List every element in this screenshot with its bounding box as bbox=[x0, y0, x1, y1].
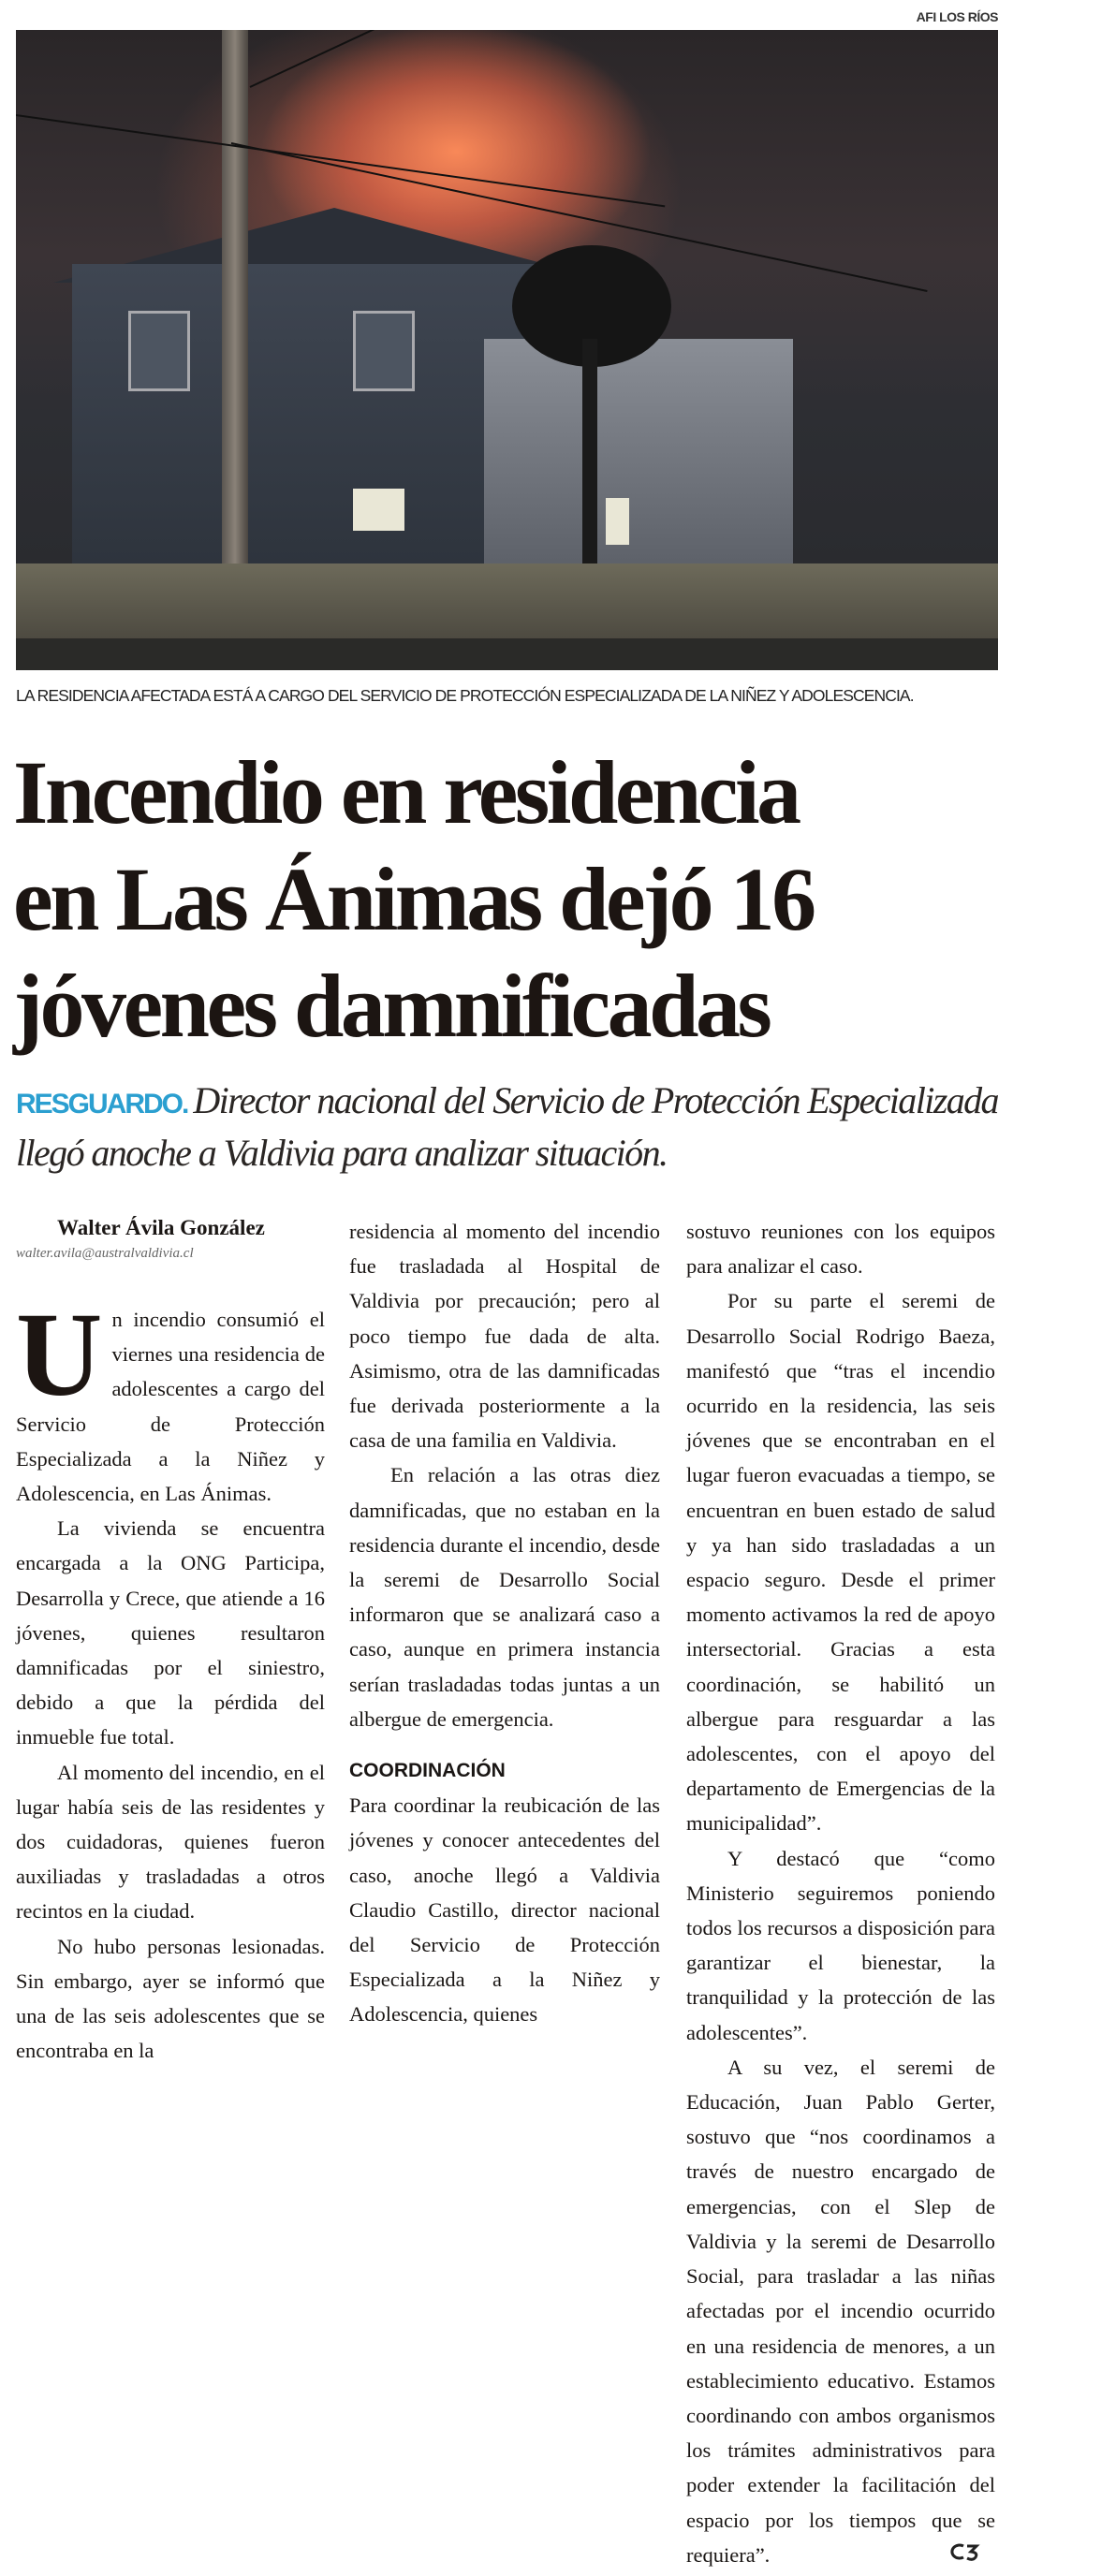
byline-email[interactable]: walter.avila@australvaldivia.cl bbox=[16, 1246, 194, 1261]
photo-window bbox=[353, 311, 415, 391]
deck-subtitle: RESGUARDO. Director nacional del Servicio… bbox=[16, 1076, 1027, 1178]
article-photo-house-fire bbox=[16, 30, 998, 670]
paragraph-text: n incendio consumió el viernes una resid… bbox=[16, 1308, 325, 1506]
paragraph: Y destacó que “como Ministerio seguiremo… bbox=[686, 1846, 995, 2044]
photo-wire bbox=[16, 114, 666, 208]
photo-caption: LA RESIDENCIA AFECTADA ESTÁ A CARGO DEL … bbox=[16, 686, 915, 705]
photo-palm-trunk bbox=[582, 339, 597, 582]
paragraph: Al momento del incendio, en el lugar hab… bbox=[16, 1760, 325, 1924]
byline-author: Walter Ávila González bbox=[57, 1216, 265, 1239]
paragraph: Por su parte el seremi de Desarrollo Soc… bbox=[686, 1289, 995, 1836]
photo-lit-window bbox=[353, 489, 404, 531]
headline-line: Incendio en residencia bbox=[13, 742, 801, 842]
paragraph: En relación a las otras diez damnificada… bbox=[349, 1463, 660, 1731]
section-subhead: COORDINACIÓN bbox=[349, 1760, 506, 1782]
photo-wire bbox=[249, 30, 506, 88]
article-column-1: Walter Ávila González walter.avila@austr… bbox=[16, 1214, 325, 2068]
photo-window bbox=[128, 311, 190, 391]
paragraph: residencia al momento del incendio fue t… bbox=[349, 1220, 660, 1453]
photo-house-side bbox=[484, 339, 793, 582]
paragraph-text: A su vez, el seremi de Educación, Juan P… bbox=[686, 2055, 995, 2567]
article-column-2: residencia al momento del incendio fue t… bbox=[349, 1214, 660, 2032]
headline: Incendio en residencia en Las Ánimas dej… bbox=[13, 739, 1043, 1060]
deck-text: Director nacional del Servicio de Protec… bbox=[16, 1079, 1000, 1174]
photo-lit-window bbox=[606, 498, 629, 545]
photo-credit: AFI LOS RÍOS bbox=[916, 9, 999, 24]
photo-street bbox=[16, 638, 998, 670]
paragraph: sostuvo reuniones con los equipos para a… bbox=[686, 1220, 995, 1279]
drop-cap: U bbox=[16, 1288, 103, 1421]
headline-line: jóvenes damnificadas bbox=[13, 956, 772, 1056]
paragraph: A su vez, el seremi de Educación, Juan P… bbox=[686, 2050, 995, 2572]
headline-line: en Las Ánimas dejó 16 bbox=[13, 849, 816, 949]
article-column-3: sostuvo reuniones con los equipos para a… bbox=[686, 1214, 995, 2572]
deck-kicker: RESGUARDO. bbox=[16, 1089, 189, 1120]
paragraph: No hubo personas lesionadas. Sin embargo… bbox=[16, 1934, 325, 2063]
end-mark-icon bbox=[909, 2538, 982, 2572]
paragraph: La vivienda se encuentra encargada a la … bbox=[16, 1516, 325, 1749]
paragraph: Para coordinar la reubicación de las jóv… bbox=[349, 1793, 660, 2027]
